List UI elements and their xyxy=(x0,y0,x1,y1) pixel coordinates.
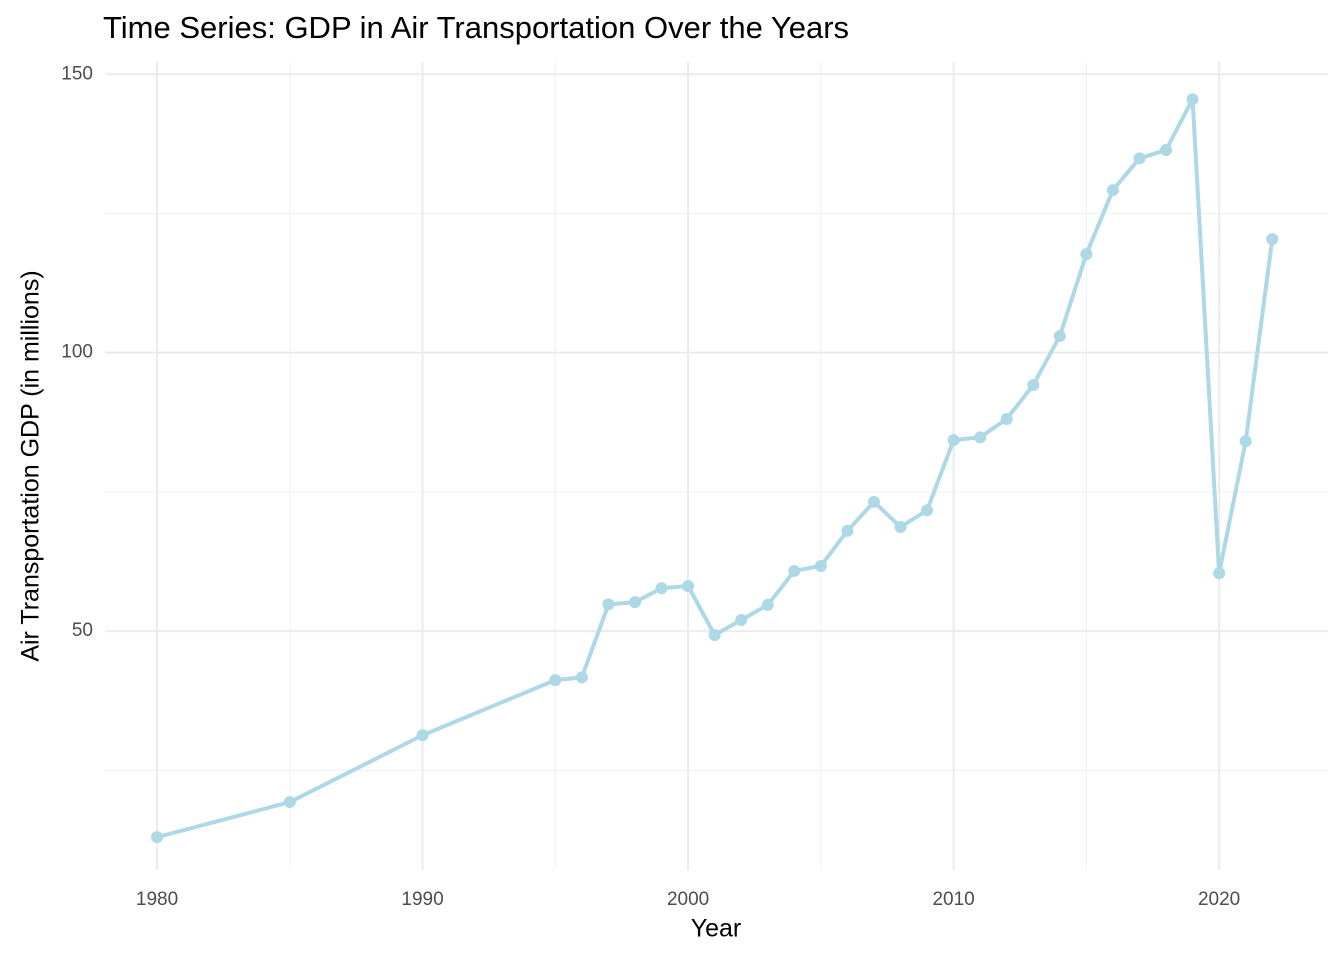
point xyxy=(628,596,641,609)
point xyxy=(867,495,880,508)
point xyxy=(1266,233,1279,246)
point xyxy=(283,796,296,809)
point xyxy=(1213,567,1226,580)
point xyxy=(735,613,748,626)
point xyxy=(708,629,721,642)
point xyxy=(1027,378,1040,391)
y-tick-label: 100 xyxy=(61,342,93,363)
point xyxy=(549,674,562,687)
point xyxy=(921,504,934,517)
point xyxy=(575,671,588,684)
point xyxy=(655,582,668,595)
x-tick-label: 2010 xyxy=(932,889,974,910)
point xyxy=(1160,143,1173,156)
y-tick-label: 50 xyxy=(72,620,93,641)
point xyxy=(1133,152,1146,165)
y-axis-title: Air Transportation GDP (in millions) xyxy=(17,270,45,661)
point xyxy=(1053,329,1066,342)
point xyxy=(814,559,827,572)
point xyxy=(761,598,774,611)
plot xyxy=(151,93,1279,844)
point xyxy=(682,580,695,593)
point xyxy=(788,564,801,577)
line xyxy=(156,97,1275,840)
point xyxy=(894,520,907,533)
point xyxy=(841,524,854,537)
chart-title: Time Series: GDP in Air Transportation O… xyxy=(103,10,849,45)
x-tick-label: 1980 xyxy=(136,889,178,910)
point xyxy=(947,434,960,447)
point xyxy=(1080,248,1093,261)
point xyxy=(151,831,164,844)
x-tick-label: 2020 xyxy=(1198,889,1240,910)
x-axis-title: Year xyxy=(691,915,742,943)
y-tick-label: 150 xyxy=(61,63,93,84)
point xyxy=(1106,184,1119,197)
x-tick-label: 1990 xyxy=(401,889,443,910)
point xyxy=(974,431,987,444)
x-tick-label: 2000 xyxy=(667,889,709,910)
point xyxy=(602,598,615,611)
point xyxy=(1186,93,1199,106)
point xyxy=(416,729,429,742)
point xyxy=(1000,412,1013,425)
grid xyxy=(105,62,1328,870)
point xyxy=(1239,435,1252,448)
